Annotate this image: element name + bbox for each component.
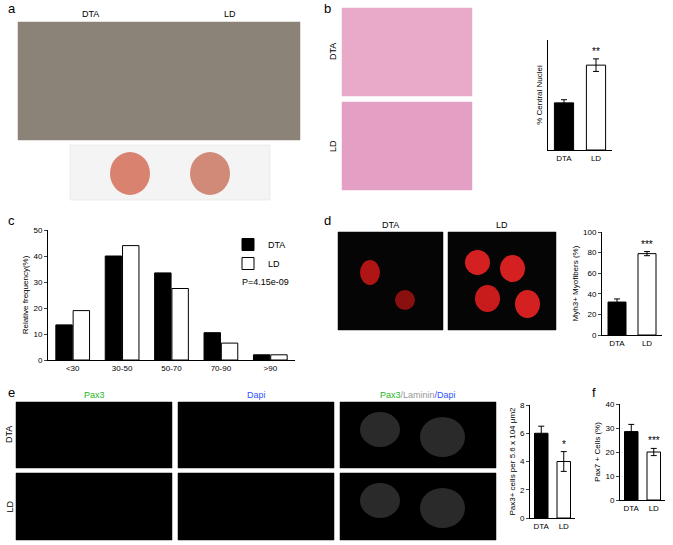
svg-text:a: a [8,1,16,16]
svg-text:0: 0 [610,496,615,505]
svg-text:P=4.15e-09: P=4.15e-09 [242,277,289,287]
svg-text:% Central Nuclei: % Central Nuclei [535,65,544,125]
svg-text:0: 0 [38,356,43,365]
svg-text:4: 4 [520,457,525,466]
svg-text:Pax3: Pax3 [84,390,105,400]
svg-text:Relative frequency(%): Relative frequency(%) [21,255,30,334]
svg-text:Myh3+ Myofibers (%): Myh3+ Myofibers (%) [571,245,580,321]
svg-text:<30: <30 [66,364,80,373]
svg-text:c: c [8,213,15,228]
svg-text:70-90: 70-90 [211,364,232,373]
svg-text:DTA: DTA [534,522,550,531]
svg-text:d: d [324,213,331,228]
svg-text:0: 0 [520,514,525,523]
svg-text:50: 50 [33,226,42,235]
svg-text:Pax3+ cells per 5.6 x 104 μm2: Pax3+ cells per 5.6 x 104 μm2 [508,407,517,516]
svg-text:LD: LD [328,140,338,152]
svg-text:Pax3/Laminin/Dapi: Pax3/Laminin/Dapi [380,390,456,400]
svg-text:6: 6 [520,429,525,438]
svg-text:30-50: 30-50 [112,364,133,373]
svg-text:Pax7 + Cells (%): Pax7 + Cells (%) [593,422,602,482]
svg-text:40: 40 [33,252,42,261]
svg-text:LD: LD [268,259,280,269]
svg-text:LD: LD [496,220,508,230]
svg-text:LD: LD [224,9,236,19]
svg-text:20: 20 [587,310,596,319]
svg-text:*: * [562,439,566,450]
svg-text:40: 40 [605,400,614,409]
svg-text:8: 8 [520,401,525,410]
svg-text:LD: LD [5,500,15,512]
svg-text:DTA: DTA [624,504,640,513]
svg-text:LD: LD [649,504,659,513]
svg-text:**: ** [592,46,600,57]
svg-text:***: *** [641,239,653,250]
svg-text:30: 30 [605,424,614,433]
svg-text:10: 10 [33,330,42,339]
svg-text:DTA: DTA [4,426,14,443]
svg-text:100: 100 [583,228,597,237]
svg-text:50-70: 50-70 [161,364,182,373]
svg-text:80: 80 [587,248,596,257]
svg-text:DTA: DTA [82,9,99,19]
svg-text:DTA: DTA [609,339,625,348]
svg-text:0: 0 [592,331,597,340]
svg-text:DTA: DTA [268,240,285,250]
svg-text:30: 30 [33,278,42,287]
svg-text:f: f [592,385,596,400]
svg-text:>90: >90 [264,364,278,373]
svg-text:e: e [8,385,15,400]
svg-text:b: b [324,1,331,16]
svg-text:10: 10 [605,472,614,481]
svg-text:LD: LD [591,154,601,163]
svg-text:20: 20 [33,304,42,313]
svg-text:2: 2 [520,486,525,495]
svg-text:Dapi: Dapi [247,390,266,400]
svg-text:LD: LD [559,522,569,531]
svg-text:DTA: DTA [328,43,338,60]
svg-text:20: 20 [605,448,614,457]
svg-text:40: 40 [587,290,596,299]
svg-text:60: 60 [587,269,596,278]
svg-text:***: *** [648,435,660,446]
svg-text:LD: LD [642,339,652,348]
svg-text:DTA: DTA [382,220,399,230]
svg-text:DTA: DTA [556,154,572,163]
